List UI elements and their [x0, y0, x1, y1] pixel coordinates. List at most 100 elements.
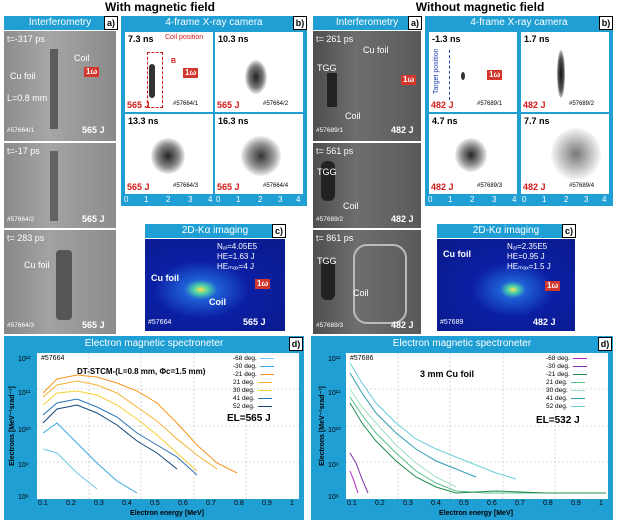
- xray-time: 1.7 ns: [524, 34, 550, 44]
- laser-arrow: 1ω: [255, 279, 271, 289]
- left-kalpha-title: 2D-Kα imaging: [145, 224, 285, 238]
- left-spectrometer-letter: d): [289, 337, 303, 351]
- kalpha-shot: #57664: [148, 319, 172, 326]
- xray-energy: 482 J: [523, 100, 546, 110]
- legend-entry: 30 deg.: [546, 387, 585, 394]
- legend-entry: 30 deg.: [233, 387, 272, 394]
- xray-energy: 482 J: [523, 182, 546, 192]
- kalpha-stat: HEₘₐₓ=4 J: [217, 262, 255, 271]
- xray-shot: #57664/3: [173, 183, 199, 189]
- legend-entry: -30 deg.: [546, 363, 587, 370]
- left-xray-axis: 0 1 2 3 4 0 1 2 3 4: [124, 195, 301, 204]
- kalpha-energy: 565 J: [243, 317, 266, 327]
- left-interf-frame-2: t=-17 ps #57664/2 565 J: [4, 143, 116, 228]
- frame-label: TGG: [317, 167, 337, 177]
- right-xray-frame-1: -1.3 ns Target position 1ω 482 J #57689/…: [428, 31, 518, 113]
- right-xray-frame-3: 4.7 ns 482 J #57689/3: [428, 113, 518, 195]
- right-xray-title: 4-frame X-ray camera: [470, 17, 568, 28]
- spectrum-annotation: DT-STCM-(L=0.8 mm, Φc=1.5 mm): [77, 367, 206, 376]
- frame-shot: #57664/1: [7, 127, 35, 134]
- xray-note: Coil position: [165, 34, 204, 41]
- spectrum-shot: #57664: [41, 355, 65, 362]
- frame-energy: 565 J: [82, 214, 105, 224]
- left-spectrum-ylabel: Electrons [MeV⁻¹srad⁻¹]: [9, 386, 16, 466]
- left-xray-frame-3: 13.3 ns 565 J #57664/3: [124, 113, 214, 195]
- kalpha-label: Cu foil: [151, 273, 179, 283]
- frame-label: Coil: [343, 201, 359, 211]
- spectrum-shot: #57686: [350, 355, 374, 362]
- xray-time: 4.7 ns: [432, 116, 458, 126]
- frame-energy: 565 J: [82, 320, 105, 330]
- kalpha-label: Coil: [209, 297, 226, 307]
- right-kalpha-image: Nₐₗ=2.35E5 HE=0.95 J HEₘₐₓ=1.5 J Cu foil…: [437, 239, 575, 331]
- frame-time: t=-317 ps: [7, 34, 45, 44]
- frame-time: t= 561 ps: [316, 146, 354, 156]
- right-xray-frame-2: 1.7 ns 482 J #57689/2: [520, 31, 610, 113]
- xray-energy: 565 J: [217, 182, 240, 192]
- legend-entry: 21 deg.: [546, 379, 585, 386]
- xray-shot: #57664/4: [263, 183, 289, 189]
- laser-arrow: 1ω: [545, 281, 561, 291]
- frame-shot: #57689/3: [316, 322, 344, 329]
- left-xray-letter: b): [293, 16, 307, 30]
- left-spectrometer-title: Electron magnetic spectroneter: [84, 338, 224, 349]
- frame-energy: 482 J: [391, 214, 414, 224]
- frame-time: t= 261 ps: [316, 34, 354, 44]
- left-interf-frame-3: t= 283 ps Cu foil #57664/3 565 J: [4, 230, 116, 334]
- right-xray-letter: b): [599, 16, 613, 30]
- right-interferometry-title: Interferometry: [313, 16, 421, 30]
- frame-label: Coil: [74, 53, 90, 63]
- xray-energy: 565 J: [127, 182, 150, 192]
- legend-entry: -21 deg.: [546, 371, 587, 378]
- legend-entry: -68 deg.: [546, 355, 587, 362]
- left-spectrum-svg: [37, 353, 299, 499]
- frame-time: t=-17 ps: [7, 146, 40, 156]
- frame-label: Cu foil: [10, 71, 36, 81]
- spectrum-annotation: 3 mm Cu foil: [420, 369, 475, 379]
- xray-time: 7.7 ns: [524, 116, 550, 126]
- frame-label: TGG: [317, 63, 337, 73]
- right-interferometry-letter: a): [408, 16, 422, 30]
- left-interferometry-letter: a): [104, 16, 118, 30]
- xray-time: -1.3 ns: [432, 34, 461, 44]
- right-spectrum-ylabel: Electrons [MeV⁻¹srad⁻¹]: [319, 386, 326, 466]
- frame-label: Cu foil: [24, 260, 50, 270]
- legend-entry: -30 deg.: [233, 363, 274, 370]
- kalpha-shot: #57689: [440, 319, 464, 326]
- legend-entry: 52 deg.: [233, 403, 272, 410]
- frame-energy: 482 J: [391, 320, 414, 330]
- right-interf-frame-3: t= 861 ps TGG Coil #57689/3 482 J: [313, 230, 421, 334]
- right-spectrum-svg: [346, 353, 608, 499]
- left-interferometry-title: Interferometry: [4, 16, 116, 30]
- xray-shot: #57664/2: [263, 101, 289, 107]
- right-spectrum-xlabel: Electron energy [MeV]: [439, 510, 513, 517]
- xray-time: 13.3 ns: [128, 116, 159, 126]
- left-kalpha-letter: c): [272, 224, 286, 238]
- right-kalpha-letter: c): [562, 224, 576, 238]
- frame-label: Cu foil: [363, 45, 389, 55]
- laser-arrow: 1ω: [183, 68, 199, 78]
- frame-shot: #57664/3: [7, 322, 35, 329]
- right-xray-axis: 0 1 2 3 4 0 1 2 3 4: [428, 195, 607, 204]
- frame-time: t= 861 ps: [316, 233, 354, 243]
- right-spectrometer-title: Electron magnetic spectroneter: [392, 338, 532, 349]
- frame-label: Coil: [345, 111, 361, 121]
- legend-entry: -68 deg.: [233, 355, 274, 362]
- frame-shot: #57664/2: [7, 216, 35, 223]
- xray-note: B: [171, 58, 177, 65]
- laser-arrow: 1ω: [401, 75, 417, 85]
- frame-label: L=0.8 mm: [7, 93, 48, 103]
- xray-time: 10.3 ns: [218, 34, 249, 44]
- laser-arrow: 1ω: [84, 67, 100, 77]
- xray-energy: 565 J: [217, 100, 240, 110]
- legend-entry: 52 deg.: [546, 403, 585, 410]
- right-spectrum-plot: #57686 3 mm Cu foil EL=532 J -68 deg. -3…: [345, 352, 609, 500]
- right-column-title: Without magnetic field: [415, 0, 545, 14]
- left-xray-title: 4-frame X-ray camera: [165, 17, 263, 28]
- left-interf-frame-1: t=-317 ps Cu foil Coil 1ω L=0.8 mm #5766…: [4, 31, 116, 141]
- xray-energy: 565 J: [127, 100, 150, 110]
- right-interf-frame-2: t= 561 ps TGG Coil #57689/2 482 J: [313, 143, 421, 228]
- left-spectrum-plot: #57664 DT-STCM-(L=0.8 mm, Φc=1.5 mm) EL=…: [36, 352, 300, 500]
- left-spectrum-yaxis: 10¹² 10¹¹ 10¹⁰ 10⁹ 10⁸: [18, 356, 31, 501]
- left-xray-frame-1: 7.3 ns Coil position B 1ω 565 J #57664/1: [124, 31, 214, 113]
